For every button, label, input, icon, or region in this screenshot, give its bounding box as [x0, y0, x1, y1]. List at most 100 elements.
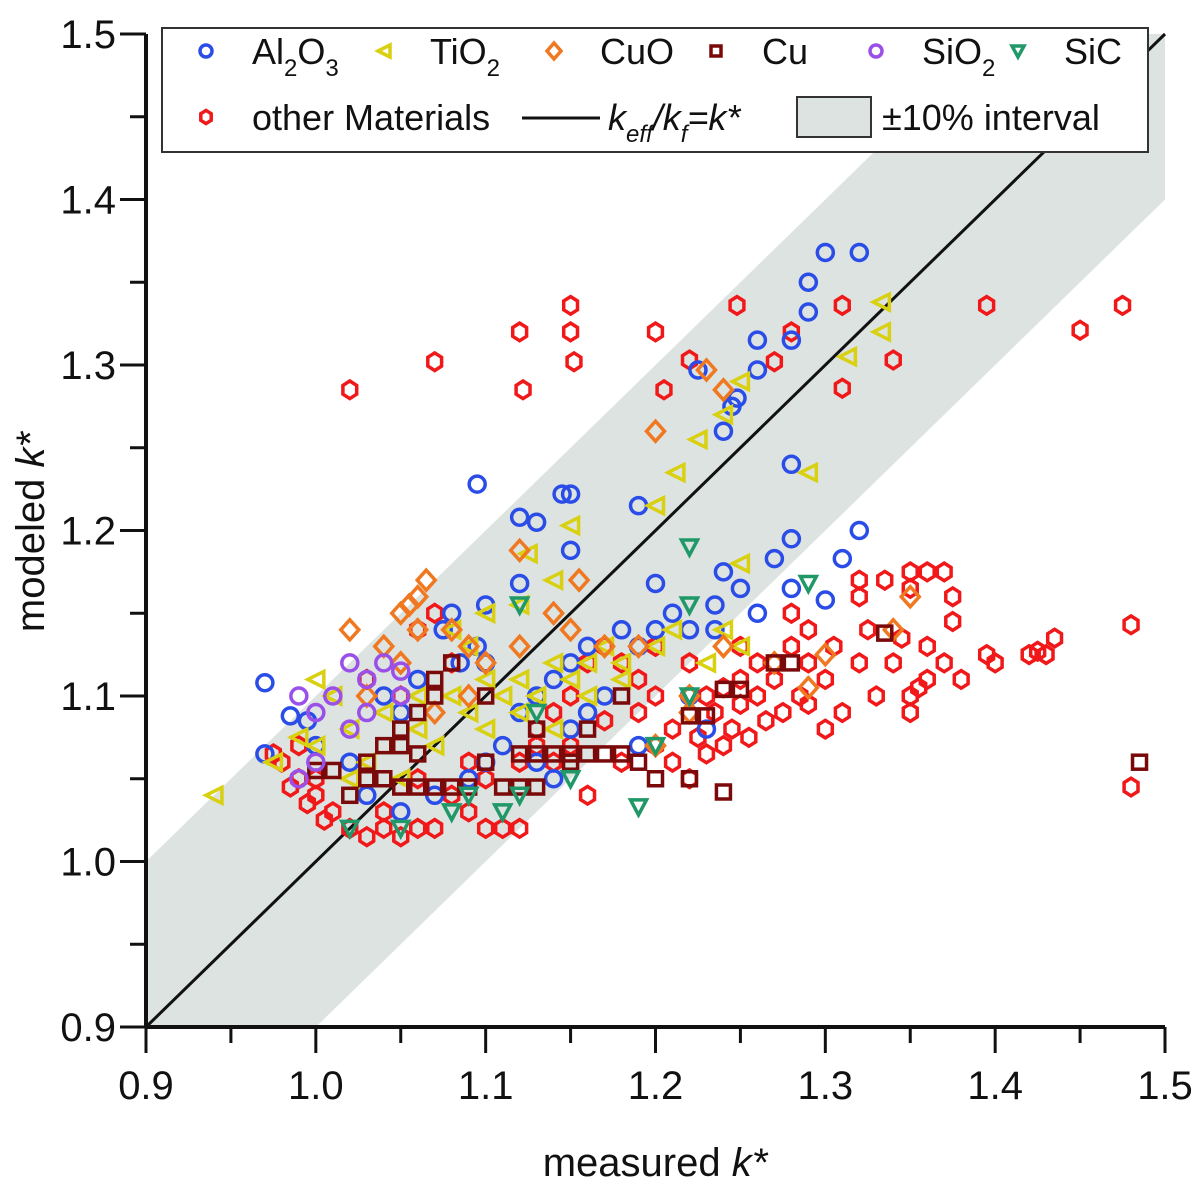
series-sic [338, 538, 820, 841]
data-point [457, 786, 480, 808]
data-point [711, 403, 734, 426]
data-point [977, 294, 996, 317]
data-point [558, 668, 581, 691]
data-point [405, 718, 428, 740]
series-sio2 [289, 653, 411, 789]
data-point [340, 719, 360, 739]
x-tick-label: 1.2 [628, 1064, 684, 1108]
data-point [663, 751, 682, 774]
data-point [728, 370, 751, 393]
data-point [833, 377, 851, 400]
legend-marker-icon [1009, 44, 1027, 61]
data-point [561, 745, 580, 763]
data-point [850, 585, 868, 608]
data-point [595, 745, 614, 763]
legend-item-al2o3: Al2O3 [198, 31, 339, 82]
data-point [1122, 776, 1140, 798]
data-point [782, 321, 801, 343]
data-point [629, 668, 648, 691]
data-point [440, 617, 464, 643]
data-point [392, 736, 410, 755]
data-point [797, 574, 820, 596]
data-point [389, 650, 413, 676]
data-point [728, 635, 751, 658]
data-point [357, 702, 377, 723]
legend-band-swatch-icon [796, 96, 872, 138]
data-point [440, 803, 463, 824]
data-point [612, 687, 631, 705]
data-point [202, 784, 224, 807]
data-point [748, 685, 767, 707]
data-point [409, 817, 427, 840]
data-point [723, 718, 741, 740]
data-point [392, 720, 410, 738]
data-point [508, 786, 531, 808]
data-point [643, 635, 666, 658]
data-point [560, 540, 581, 561]
data-point [303, 668, 326, 691]
legend-label: Cu [762, 31, 808, 72]
data-point [799, 618, 818, 641]
data-point [575, 685, 598, 707]
data-point [1113, 294, 1132, 317]
data-point [645, 573, 666, 594]
data-point [425, 670, 444, 689]
data-point [765, 654, 784, 672]
data-point [510, 817, 529, 840]
data-point [705, 620, 725, 640]
data-point [712, 633, 735, 659]
data-point [338, 819, 361, 841]
data-point [1130, 753, 1149, 771]
data-point [474, 650, 498, 676]
data-point [1020, 643, 1038, 666]
data-point [341, 378, 359, 401]
data-point [405, 685, 428, 707]
data-point [1028, 640, 1047, 663]
data-point [869, 321, 892, 343]
data-point [714, 680, 733, 699]
legend-marker-icon [544, 40, 564, 62]
identity-line [144, 32, 1167, 1029]
data-point [358, 770, 376, 788]
legend-item-tio2: TiO2 [374, 31, 500, 82]
legend-marker-icon [199, 108, 213, 126]
data-point [697, 707, 716, 725]
x-tick-label: 1.1 [458, 1064, 514, 1108]
data-point [832, 548, 853, 569]
data-point [765, 668, 784, 691]
data-point [476, 687, 495, 705]
data-point [261, 751, 284, 774]
data-point [747, 360, 768, 380]
data-point [541, 569, 564, 591]
data-point [757, 709, 775, 732]
data-point [799, 693, 818, 716]
legend-label: keff/kf=k* [608, 97, 741, 148]
data-point [303, 734, 326, 757]
data-point [731, 668, 750, 691]
data-point [628, 735, 649, 756]
data-point [306, 752, 326, 772]
data-point [816, 668, 835, 691]
data-point [747, 330, 768, 350]
data-point [646, 770, 665, 788]
y-axis-title: modeled k* [9, 431, 53, 633]
legend-item-cu: Cu [709, 31, 808, 72]
data-point [357, 669, 377, 690]
data-point [644, 736, 667, 758]
series-tio2 [202, 291, 892, 807]
data-point [298, 792, 317, 815]
data-point [815, 590, 836, 610]
data-point [660, 618, 683, 641]
y-tick-label: 1.4 [60, 179, 116, 223]
data-point [371, 701, 394, 724]
data-point [433, 620, 453, 640]
data-point [280, 706, 301, 726]
data-point [575, 652, 598, 674]
data-point [815, 242, 836, 263]
data-point [697, 743, 716, 765]
data-point [491, 803, 514, 824]
data-point [392, 778, 410, 796]
data-point [680, 652, 699, 674]
data-point [833, 294, 851, 317]
data-point [527, 745, 546, 763]
